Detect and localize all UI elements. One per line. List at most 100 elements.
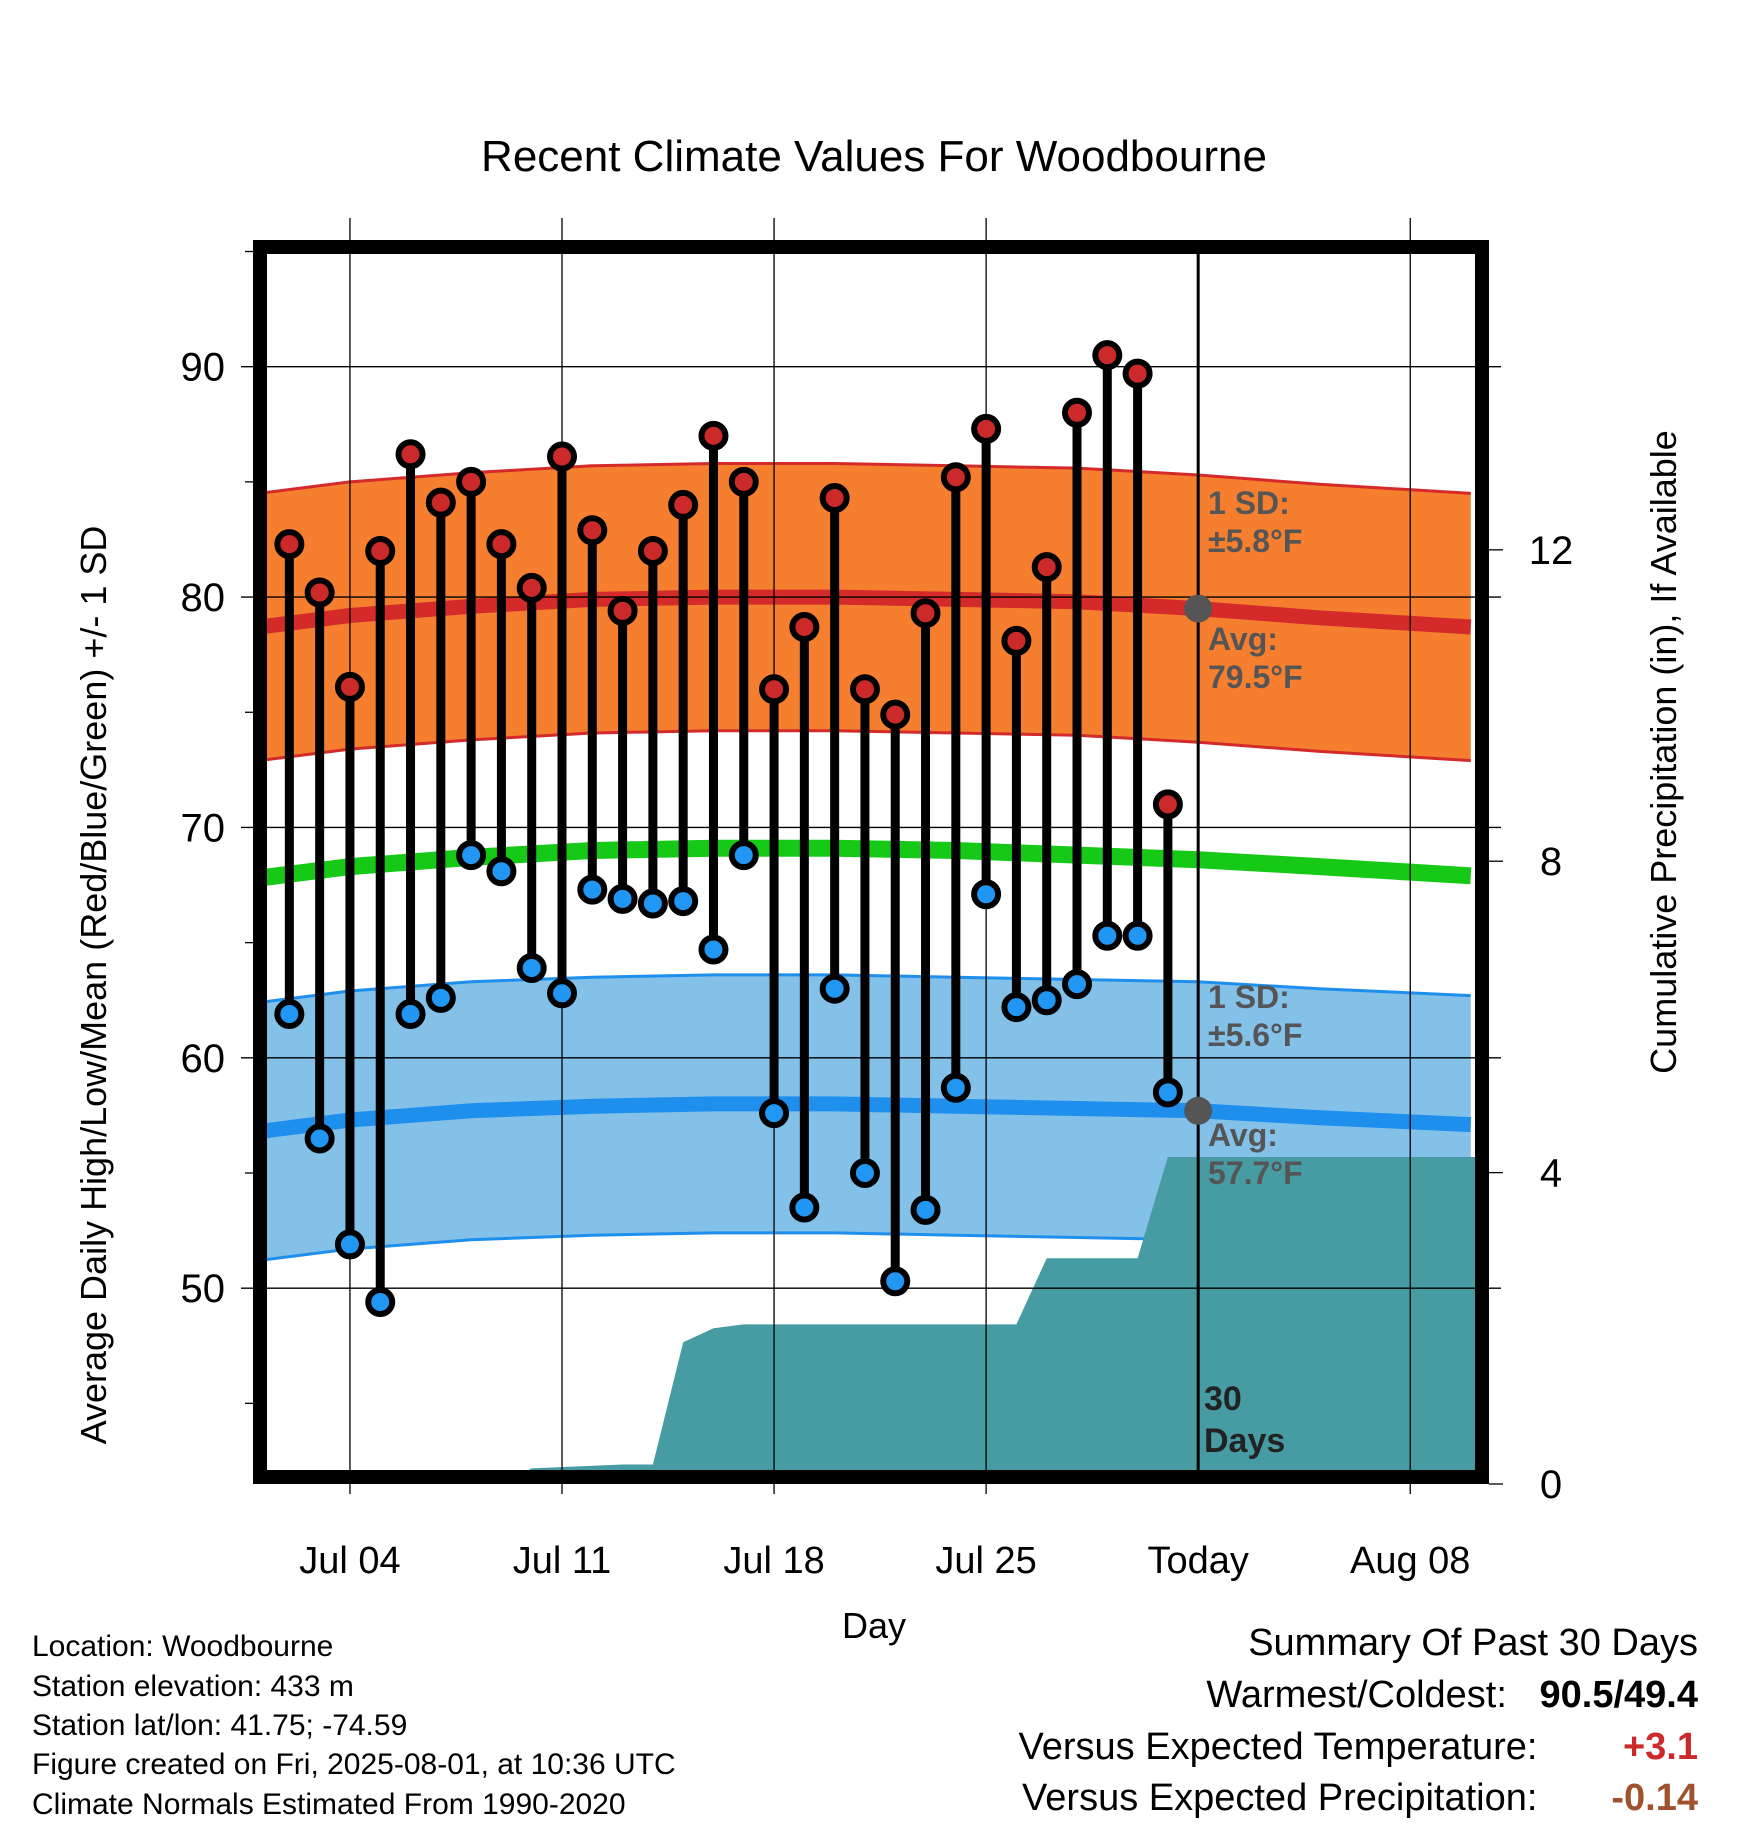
- climate-normals-note: Climate Normals Estimated From 1990-2020: [32, 1788, 626, 1821]
- low-avg-value: 57.7°F: [1208, 1155, 1303, 1191]
- summary-heading: Summary Of Past 30 Days: [1248, 1622, 1698, 1664]
- y-left-tick-label: 90: [181, 346, 226, 390]
- plot-frame: [253, 240, 1489, 1484]
- today-low-avg-point: [1184, 1096, 1213, 1125]
- daily-high-point: [728, 466, 759, 497]
- precip-vs-expected-label: Versus Expected Precipitation:: [1022, 1777, 1538, 1819]
- daily-high-point: [668, 489, 699, 520]
- precip-vs-expected-value: -0.14: [1611, 1777, 1698, 1819]
- x-tick-label: Jul 11: [513, 1540, 612, 1582]
- daily-high-point: [547, 441, 577, 472]
- x-axis-label: Day: [842, 1605, 906, 1646]
- days-label-text: Days: [1204, 1422, 1285, 1460]
- daily-high-point: [486, 529, 517, 560]
- y-left-tick-label: 80: [181, 576, 226, 620]
- daily-low-point: [1092, 920, 1123, 951]
- x-tick-label: Jul 25: [935, 1540, 1036, 1582]
- daily-low-point: [728, 840, 759, 871]
- y-left-tick-label: 70: [181, 806, 226, 850]
- warm-cold-label: Warmest/Coldest:: [1206, 1674, 1507, 1716]
- low-sd-value: ±5.6°F: [1208, 1017, 1302, 1053]
- days-label-number: 30: [1204, 1380, 1242, 1418]
- precip-area: [514, 1157, 1477, 1477]
- x-tick-label: Today: [1147, 1540, 1248, 1582]
- daily-high-point: [971, 413, 1002, 444]
- daily-high-point: [880, 699, 911, 730]
- summary-warm-cold: Warmest/Coldest: 90.5/49.4: [1206, 1674, 1698, 1717]
- y-axis-left-label: Average Daily High/Low/Mean (Red/Blue/Gr…: [73, 526, 114, 1445]
- daily-high-point: [849, 674, 880, 705]
- normal-low-line: [260, 1096, 1472, 1139]
- daily-low-point: [759, 1098, 790, 1129]
- y-axis-right-label: Cumulative Precipitation (in), If Availa…: [1643, 430, 1684, 1074]
- today-high-avg-point: [1184, 594, 1213, 623]
- axes: 50 60 70 80 90 0 4 8 12 Jul 04 Jul 11 Jul 18 Jul 25 T…: [181, 240, 1574, 1582]
- daily-high-point: [334, 671, 365, 702]
- y-right-tick-label: 0: [1540, 1463, 1562, 1507]
- daily-low-point: [425, 982, 456, 1013]
- daily-low-point: [334, 1229, 365, 1260]
- daily-high-point: [456, 466, 487, 497]
- daily-low-point: [849, 1158, 880, 1188]
- daily-low-point: [304, 1123, 335, 1154]
- daily-low-point: [819, 973, 850, 1004]
- daily-high-point: [577, 515, 608, 546]
- daily-low-point: [456, 840, 487, 871]
- daily-low-point: [1122, 920, 1153, 951]
- summary-precip: Versus Expected Precipitation: -0.14: [1022, 1777, 1698, 1820]
- high-sd-band-upper-edge: [260, 462, 1471, 495]
- temp-vs-expected-label: Versus Expected Temperature:: [1018, 1726, 1538, 1768]
- y-right-tick-label: 8: [1540, 840, 1562, 884]
- daily-low-point: [940, 1072, 971, 1103]
- y-right-tick-label: 12: [1529, 529, 1574, 573]
- daily-low-point: [1152, 1077, 1183, 1108]
- daily-low-point: [577, 874, 608, 905]
- daily-high-point: [1031, 552, 1062, 583]
- daily-high-point: [274, 529, 305, 560]
- daily-high-point: [1152, 789, 1183, 820]
- daily-low-point: [516, 952, 547, 983]
- station-elevation: Station elevation: 433 m: [32, 1670, 354, 1703]
- daily-high-point: [637, 536, 668, 566]
- daily-high-point: [698, 420, 729, 451]
- low-avg-label: Avg:: [1208, 1117, 1278, 1153]
- daily-low-point: [637, 888, 668, 919]
- daily-low-point: [1001, 992, 1032, 1023]
- daily-high-point: [789, 612, 820, 643]
- warmest-value: 90.5: [1539, 1674, 1614, 1716]
- low-sd-label: 1 SD:: [1208, 979, 1290, 1015]
- high-avg-label: Avg:: [1208, 621, 1278, 657]
- y-left-tick-label: 50: [181, 1267, 226, 1311]
- station-location: Location: Woodbourne: [32, 1630, 334, 1663]
- daily-high-point: [1092, 340, 1123, 371]
- daily-low-point: [789, 1192, 820, 1223]
- daily-high-point: [425, 487, 456, 518]
- warm-cold-separator: /: [1613, 1674, 1625, 1716]
- daily-high-point: [1001, 625, 1032, 656]
- daily-low-point: [880, 1266, 911, 1297]
- daily-high-point: [395, 439, 426, 470]
- daily-markers: [274, 340, 1213, 1318]
- y-right-tick-label: 4: [1540, 1152, 1562, 1196]
- daily-low-point: [698, 934, 729, 965]
- chart-title: Recent Climate Values For Woodbourne: [481, 132, 1267, 181]
- daily-low-point: [607, 883, 638, 914]
- high-sd-label: 1 SD:: [1208, 485, 1290, 521]
- figure-created: Figure created on Fri, 2025-08-01, at 10…: [32, 1748, 676, 1781]
- daily-high-point: [516, 572, 547, 603]
- band-annotations: 1 SD: ±5.8°F Avg: 79.5°F 1 SD: ±5.6°F Av…: [1204, 485, 1303, 1460]
- daily-low-point: [486, 856, 517, 887]
- x-tick-label: Jul 04: [299, 1540, 400, 1582]
- daily-high-point: [759, 674, 790, 705]
- high-avg-value: 79.5°F: [1208, 659, 1303, 695]
- daily-high-point: [304, 577, 335, 608]
- daily-low-point: [1031, 985, 1062, 1016]
- daily-high-point: [1062, 397, 1092, 428]
- x-tick-label: Aug 08: [1350, 1540, 1470, 1582]
- y-left-tick-label: 60: [181, 1037, 226, 1081]
- station-latlon: Station lat/lon: 41.75; -74.59: [32, 1709, 408, 1742]
- daily-low-point: [365, 1287, 396, 1318]
- daily-low-point: [971, 879, 1002, 910]
- daily-low-point: [274, 999, 305, 1030]
